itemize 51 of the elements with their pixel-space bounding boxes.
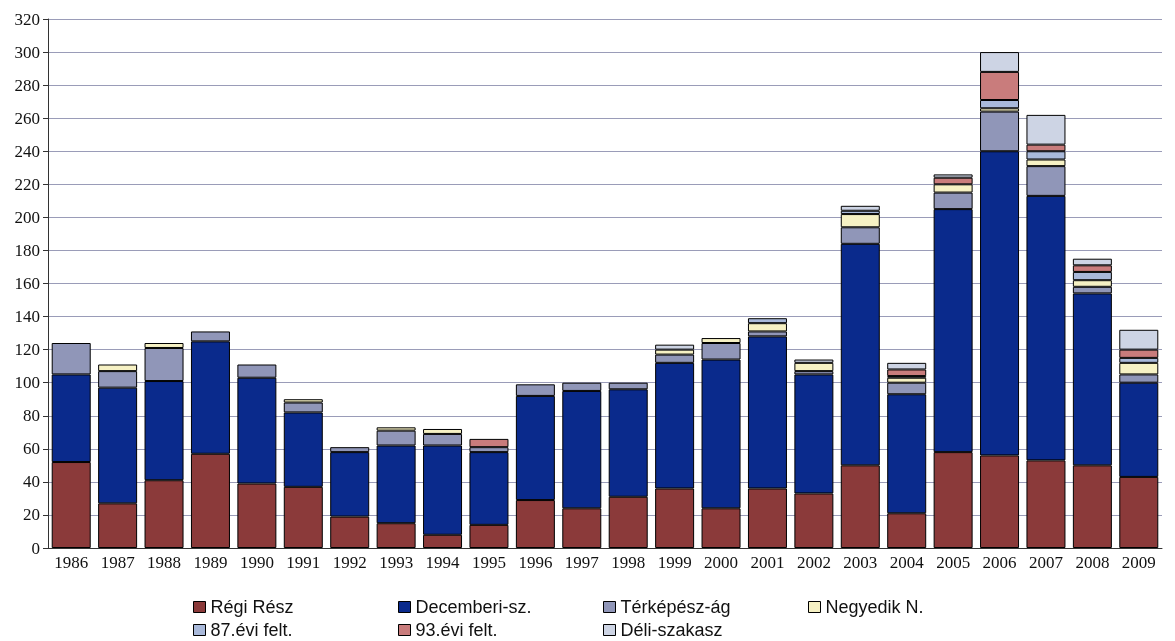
x-tick-label: 1991 xyxy=(286,553,321,572)
x-tick-label: 2005 xyxy=(936,553,971,572)
x-tick-label: 2009 xyxy=(1121,553,1156,572)
y-tick-label: 20 xyxy=(23,505,40,525)
y-tick-label: 160 xyxy=(14,274,40,293)
legend-label: 93.évi felt. xyxy=(415,620,498,640)
x-tick-label: 2000 xyxy=(704,553,739,572)
y-tick-label: 200 xyxy=(14,207,40,227)
y-tick-label: 320 xyxy=(14,9,40,29)
legend-label: Térképész-ág xyxy=(620,597,731,617)
x-tick-label: 1998 xyxy=(611,553,646,572)
x-tick-label: 1989 xyxy=(193,553,228,572)
y-tick-label: 80 xyxy=(23,406,40,426)
x-tick-label: 1993 xyxy=(379,553,414,572)
x-tick-label: 1994 xyxy=(425,553,461,572)
x-tick-label: 1996 xyxy=(518,553,553,572)
x-tick-label: 1986 xyxy=(54,553,89,572)
x-tick-label: 1990 xyxy=(239,553,274,572)
x-tick-label: 1992 xyxy=(332,553,367,572)
x-tick-label: 2004 xyxy=(889,553,925,572)
y-tick-label: 40 xyxy=(23,472,40,492)
x-tick-label: 1995 xyxy=(471,553,506,572)
x-tick-label: 1999 xyxy=(657,553,692,572)
y-tick-label: 240 xyxy=(14,141,40,161)
legend-label: 87.évi felt. xyxy=(210,620,293,640)
legend-label: Régi Rész xyxy=(210,597,294,617)
bar xyxy=(840,205,880,211)
y-tick-label: 180 xyxy=(14,240,40,260)
y-tick-label: 120 xyxy=(14,340,40,360)
legend-label: Negyedik N. xyxy=(825,597,924,617)
y-tick-label: 140 xyxy=(14,307,40,327)
x-tick-label: 1987 xyxy=(100,553,136,572)
x-tick-label: 2001 xyxy=(750,553,785,572)
y-tick-label: 100 xyxy=(14,373,40,393)
y-tick-label: 280 xyxy=(14,75,40,95)
x-tick-label: 1997 xyxy=(564,553,600,572)
x-tick-label: 2006 xyxy=(982,553,1017,572)
x-tick-label: 2007 xyxy=(1028,553,1064,572)
x-tick-label: 2003 xyxy=(843,553,878,572)
x-tick-label: 1988 xyxy=(147,553,182,572)
legend-label: Déli-szakasz xyxy=(620,620,723,640)
y-tick-label: 300 xyxy=(14,42,40,62)
y-tick-label: 0 xyxy=(31,538,40,558)
legend-label: Decemberi-sz. xyxy=(415,597,532,617)
x-tick-label: 2008 xyxy=(1075,553,1110,572)
bar xyxy=(794,362,834,372)
y-tick-label: 60 xyxy=(23,439,40,459)
y-tick-label: 260 xyxy=(14,108,40,128)
y-tick-label: 220 xyxy=(14,174,40,194)
x-tick-label: 2002 xyxy=(796,553,831,572)
bar xyxy=(469,438,509,448)
